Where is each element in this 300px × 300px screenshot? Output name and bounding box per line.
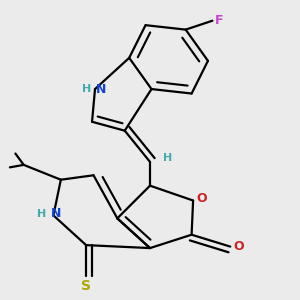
- Text: O: O: [197, 192, 207, 205]
- Text: S: S: [81, 279, 91, 293]
- Text: H: H: [38, 209, 47, 219]
- Text: N: N: [51, 207, 62, 220]
- Text: F: F: [215, 14, 223, 27]
- Text: H: H: [163, 153, 172, 163]
- Text: N: N: [96, 82, 107, 96]
- Text: H: H: [82, 84, 91, 94]
- Text: O: O: [234, 240, 244, 253]
